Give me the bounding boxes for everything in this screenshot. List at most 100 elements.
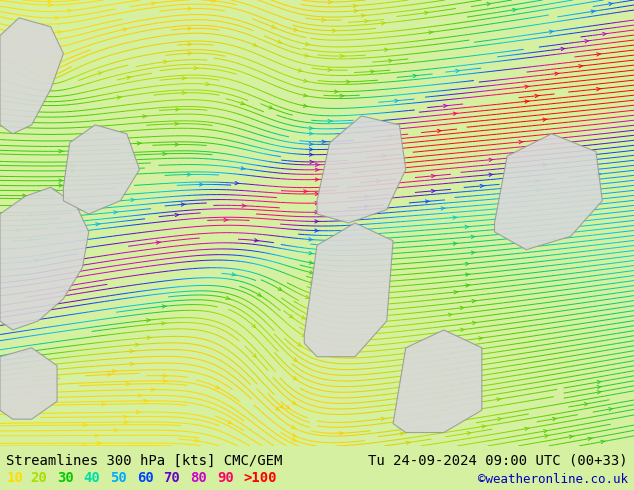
FancyArrowPatch shape bbox=[597, 53, 601, 56]
FancyArrowPatch shape bbox=[11, 409, 15, 412]
FancyArrowPatch shape bbox=[130, 362, 134, 366]
FancyArrowPatch shape bbox=[431, 189, 436, 193]
FancyArrowPatch shape bbox=[489, 173, 493, 176]
FancyArrowPatch shape bbox=[152, 388, 155, 391]
FancyArrowPatch shape bbox=[579, 65, 583, 68]
FancyArrowPatch shape bbox=[381, 417, 385, 420]
FancyArrowPatch shape bbox=[315, 201, 320, 205]
FancyArrowPatch shape bbox=[434, 415, 439, 418]
FancyArrowPatch shape bbox=[188, 27, 192, 30]
FancyArrowPatch shape bbox=[480, 184, 484, 188]
FancyArrowPatch shape bbox=[206, 82, 210, 86]
FancyArrowPatch shape bbox=[29, 214, 33, 217]
FancyArrowPatch shape bbox=[114, 429, 119, 432]
FancyArrowPatch shape bbox=[353, 4, 358, 8]
FancyArrowPatch shape bbox=[241, 167, 245, 170]
FancyArrowPatch shape bbox=[188, 7, 192, 10]
FancyArrowPatch shape bbox=[59, 149, 63, 153]
Text: 10: 10 bbox=[6, 471, 23, 485]
Text: Streamlines 300 hPa [kts] CMC/GEM: Streamlines 300 hPa [kts] CMC/GEM bbox=[6, 454, 283, 468]
FancyArrowPatch shape bbox=[35, 379, 39, 382]
FancyArrowPatch shape bbox=[382, 22, 385, 25]
FancyArrowPatch shape bbox=[465, 273, 470, 276]
FancyArrowPatch shape bbox=[601, 440, 605, 443]
FancyArrowPatch shape bbox=[553, 417, 557, 421]
FancyArrowPatch shape bbox=[303, 104, 307, 107]
FancyArrowPatch shape bbox=[315, 229, 319, 232]
FancyArrowPatch shape bbox=[609, 2, 613, 5]
Text: 20: 20 bbox=[30, 471, 47, 485]
FancyArrowPatch shape bbox=[555, 72, 559, 75]
FancyArrowPatch shape bbox=[591, 10, 595, 13]
FancyArrowPatch shape bbox=[339, 432, 344, 435]
FancyArrowPatch shape bbox=[444, 104, 448, 108]
FancyArrowPatch shape bbox=[187, 173, 191, 176]
FancyArrowPatch shape bbox=[163, 374, 167, 377]
FancyArrowPatch shape bbox=[588, 437, 592, 441]
FancyArrowPatch shape bbox=[96, 222, 100, 226]
FancyArrowPatch shape bbox=[450, 352, 454, 355]
FancyArrowPatch shape bbox=[371, 70, 375, 74]
FancyArrowPatch shape bbox=[156, 241, 160, 244]
FancyArrowPatch shape bbox=[444, 374, 448, 377]
FancyArrowPatch shape bbox=[59, 179, 63, 182]
FancyArrowPatch shape bbox=[252, 324, 256, 328]
FancyArrowPatch shape bbox=[361, 14, 366, 18]
FancyArrowPatch shape bbox=[456, 367, 460, 370]
FancyArrowPatch shape bbox=[136, 343, 139, 346]
FancyArrowPatch shape bbox=[340, 94, 344, 98]
FancyArrowPatch shape bbox=[465, 225, 469, 229]
FancyArrowPatch shape bbox=[597, 381, 602, 384]
FancyArrowPatch shape bbox=[315, 211, 319, 214]
FancyArrowPatch shape bbox=[525, 100, 529, 103]
FancyArrowPatch shape bbox=[395, 99, 399, 102]
FancyArrowPatch shape bbox=[309, 143, 314, 146]
FancyArrowPatch shape bbox=[315, 178, 320, 181]
FancyArrowPatch shape bbox=[525, 427, 529, 431]
FancyArrowPatch shape bbox=[389, 134, 393, 138]
FancyArrowPatch shape bbox=[465, 262, 470, 266]
FancyArrowPatch shape bbox=[55, 16, 60, 20]
FancyArrowPatch shape bbox=[487, 2, 491, 6]
FancyArrowPatch shape bbox=[365, 205, 369, 208]
FancyArrowPatch shape bbox=[310, 281, 314, 284]
FancyArrowPatch shape bbox=[23, 219, 27, 222]
FancyArrowPatch shape bbox=[537, 189, 541, 192]
FancyArrowPatch shape bbox=[228, 420, 231, 423]
FancyArrowPatch shape bbox=[450, 389, 455, 392]
FancyArrowPatch shape bbox=[278, 40, 282, 43]
FancyArrowPatch shape bbox=[163, 152, 167, 155]
FancyArrowPatch shape bbox=[453, 112, 458, 115]
FancyArrowPatch shape bbox=[315, 220, 319, 223]
FancyArrowPatch shape bbox=[257, 293, 261, 296]
FancyArrowPatch shape bbox=[304, 94, 308, 97]
FancyArrowPatch shape bbox=[57, 61, 61, 64]
FancyArrowPatch shape bbox=[462, 382, 466, 386]
FancyArrowPatch shape bbox=[292, 425, 295, 429]
FancyArrowPatch shape bbox=[322, 140, 327, 144]
FancyArrowPatch shape bbox=[123, 28, 127, 31]
FancyArrowPatch shape bbox=[550, 30, 554, 33]
FancyArrowPatch shape bbox=[545, 435, 549, 438]
FancyArrowPatch shape bbox=[253, 43, 257, 46]
FancyArrowPatch shape bbox=[16, 228, 21, 232]
FancyArrowPatch shape bbox=[597, 391, 602, 394]
FancyArrowPatch shape bbox=[226, 296, 230, 299]
FancyArrowPatch shape bbox=[444, 395, 449, 399]
FancyArrowPatch shape bbox=[482, 425, 486, 428]
FancyArrowPatch shape bbox=[49, 74, 53, 77]
FancyArrowPatch shape bbox=[127, 76, 131, 79]
FancyArrowPatch shape bbox=[535, 179, 540, 183]
FancyArrowPatch shape bbox=[471, 251, 476, 254]
FancyArrowPatch shape bbox=[472, 299, 476, 303]
FancyArrowPatch shape bbox=[328, 0, 332, 4]
FancyArrowPatch shape bbox=[437, 129, 442, 133]
FancyArrowPatch shape bbox=[431, 174, 436, 178]
FancyArrowPatch shape bbox=[309, 148, 314, 151]
FancyArrowPatch shape bbox=[152, 2, 156, 5]
FancyArrowPatch shape bbox=[309, 132, 314, 135]
FancyArrowPatch shape bbox=[292, 401, 296, 404]
FancyArrowPatch shape bbox=[143, 115, 147, 118]
FancyArrowPatch shape bbox=[164, 60, 168, 64]
FancyArrowPatch shape bbox=[489, 158, 493, 162]
